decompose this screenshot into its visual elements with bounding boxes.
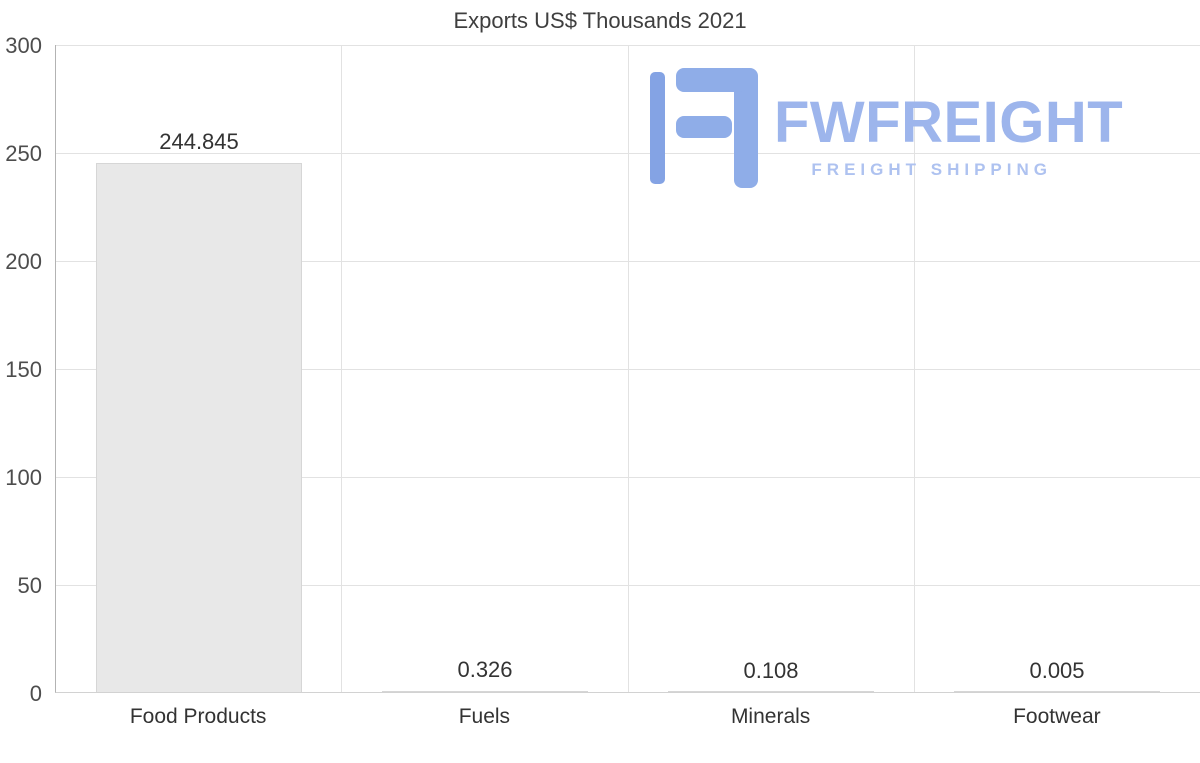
y-tick-label: 200: [5, 249, 42, 274]
bar: [382, 691, 588, 692]
bar-value-label: 0.326: [457, 657, 513, 683]
category-label: Fuels: [458, 705, 511, 728]
v-gridline: [341, 45, 343, 692]
y-tick-label: 100: [5, 465, 42, 490]
bar-column: 0.108: [628, 45, 914, 692]
fwfreight-logo-icon: [650, 68, 758, 188]
y-tick-label: 300: [5, 33, 42, 58]
brand-text: FWFREIGHT: [774, 90, 1124, 155]
v-gridline: [913, 45, 915, 692]
y-tick-label: 150: [5, 357, 42, 382]
category-label: Footwear: [1013, 705, 1101, 728]
v-gridline: [627, 45, 629, 692]
category-label: Food Products: [129, 705, 267, 728]
bar: [668, 691, 874, 692]
watermark-text: FWFREIGHT FREIGHT SHIPPING: [774, 94, 1152, 188]
category-label: Minerals: [730, 705, 811, 728]
x-axis-labels: Food Products Fuels Minerals Footwear: [55, 705, 1200, 729]
y-tick-label: 50: [17, 573, 42, 598]
y-tick-label: 0: [29, 681, 42, 706]
bar-column: 0.326: [342, 45, 628, 692]
chart-title: Exports US$ Thousands 2021: [453, 8, 747, 33]
y-axis: 0 50 100 150 200 250 300: [0, 0, 46, 763]
y-tick-label: 250: [5, 141, 42, 166]
bar-columns: 244.845 0.326 0.108 0.005: [56, 45, 1200, 692]
bar-column: 244.845: [56, 45, 342, 692]
bar: [96, 163, 302, 692]
watermark: FWFREIGHT FREIGHT SHIPPING: [648, 68, 1152, 188]
bar-value-label: 0.108: [743, 657, 799, 683]
bar-column: 0.005: [914, 45, 1200, 692]
plot-area: 244.845 0.326 0.108 0.005: [55, 45, 1200, 693]
tagline-text: FREIGHT SHIPPING: [811, 160, 1052, 179]
bar: [954, 691, 1160, 692]
bar-value-label: 0.005: [1029, 658, 1085, 683]
bar-value-label: 244.845: [159, 129, 239, 155]
